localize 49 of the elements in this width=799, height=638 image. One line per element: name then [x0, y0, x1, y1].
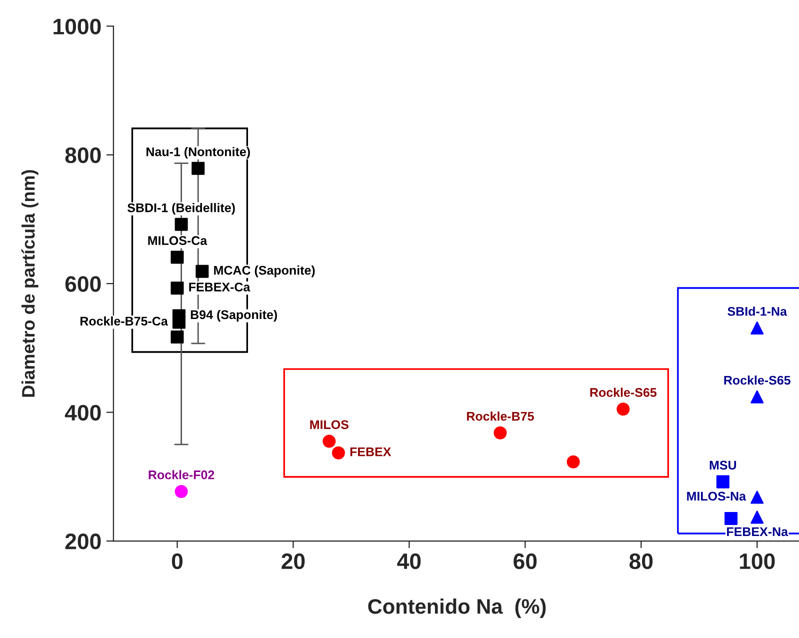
point [332, 446, 345, 460]
point [716, 475, 730, 488]
point [192, 162, 205, 175]
y-tick-label: 800 [65, 147, 101, 164]
x-tick-label: 0 [172, 553, 183, 570]
data-label: MILOS-Ca [148, 236, 208, 246]
data-label: FEBEX [350, 447, 392, 456]
y-tick-label: 1000 [54, 18, 101, 34]
x-tick-label: 100 [740, 553, 775, 570]
y-tick-label: 200 [65, 534, 101, 550]
point [172, 316, 186, 329]
point [750, 321, 764, 335]
data-label: SBDI-1 (Beidellite) [127, 203, 235, 215]
y-tick-label: 400 [64, 404, 101, 421]
point [750, 390, 764, 404]
data-label: MILOS [310, 420, 348, 430]
x-axis-title: Contenido Na (%) [368, 598, 546, 618]
data-label: MILOS-Na [687, 492, 746, 501]
point [616, 402, 630, 416]
point [170, 250, 184, 264]
data-label: FEBEX-Na [727, 527, 788, 536]
data-label: Rockle-S65 [724, 375, 790, 385]
point [566, 455, 580, 468]
point [170, 330, 184, 344]
point [724, 512, 738, 526]
data-label: B94 (Saponite) [190, 310, 277, 322]
point [174, 218, 188, 231]
point [322, 434, 336, 448]
point [750, 510, 764, 524]
data-label: Nau-1 (Nontonite) [146, 147, 250, 159]
data-label: FEBEX-Ca [189, 282, 250, 292]
data-label: Rockle-B75 [467, 412, 534, 421]
data-label: Rockle-S65 [590, 388, 657, 397]
data-label: MSU [710, 460, 736, 470]
data-label: Rockle-F02 [148, 470, 214, 480]
point [174, 484, 188, 498]
x-tick-label: 20 [282, 553, 305, 570]
point [170, 282, 184, 295]
point [196, 264, 209, 278]
x-tick-label: 80 [629, 553, 653, 570]
y-axis-title: Diametro de partícula (nm) [21, 170, 38, 397]
data-label: MCAC (Saponite) [214, 266, 315, 278]
x-tick-label: 40 [397, 553, 421, 570]
x-tick-label: 60 [514, 553, 537, 570]
data-label: Rockle-B75-Ca [80, 316, 168, 326]
point [750, 490, 764, 504]
data-label: SBId-1-Na [728, 306, 788, 316]
point [494, 426, 507, 440]
y-tick-label: 600 [65, 276, 101, 292]
